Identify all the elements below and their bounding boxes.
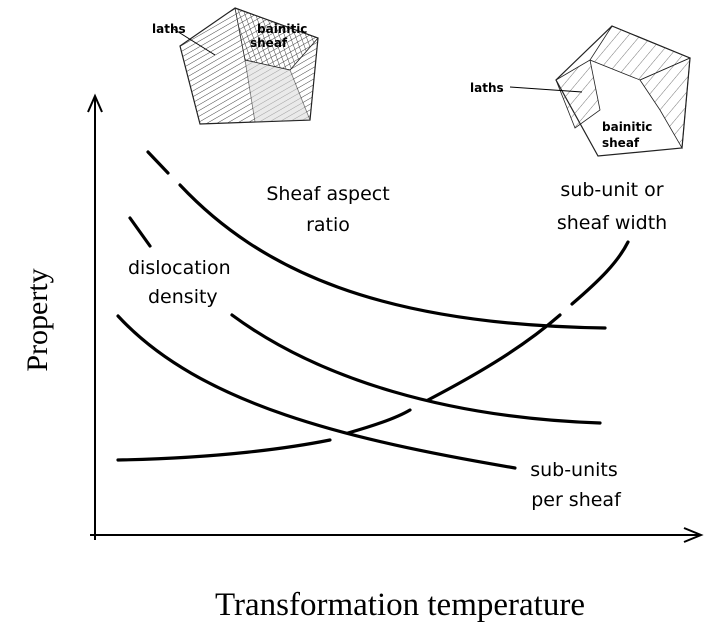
curve-label: per sheaf: [531, 489, 622, 511]
axes: [87, 93, 704, 543]
label: bainitic: [602, 120, 652, 134]
curves: [116, 150, 630, 470]
curve-label: sheaf width: [557, 212, 667, 234]
label: bainitic: [257, 22, 307, 36]
inset-left: laths bainitic sheaf: [152, 7, 319, 125]
curve-label: sub-unit or: [560, 179, 663, 201]
label: sheaf: [250, 36, 288, 50]
label: laths: [470, 81, 504, 95]
label: sheaf: [602, 136, 640, 150]
curve-label: density: [148, 286, 218, 308]
curve-label: dislocation: [128, 257, 231, 279]
inset-right: laths bainitic sheaf: [470, 25, 692, 157]
curve-label: Sheaf aspect: [266, 183, 389, 205]
curve-label: sub-units: [530, 459, 618, 481]
label: laths: [152, 22, 186, 36]
curve-label: ratio: [306, 214, 350, 236]
y-axis-title: Property: [21, 268, 54, 371]
x-axis-title: Transformation temperature: [215, 587, 585, 623]
